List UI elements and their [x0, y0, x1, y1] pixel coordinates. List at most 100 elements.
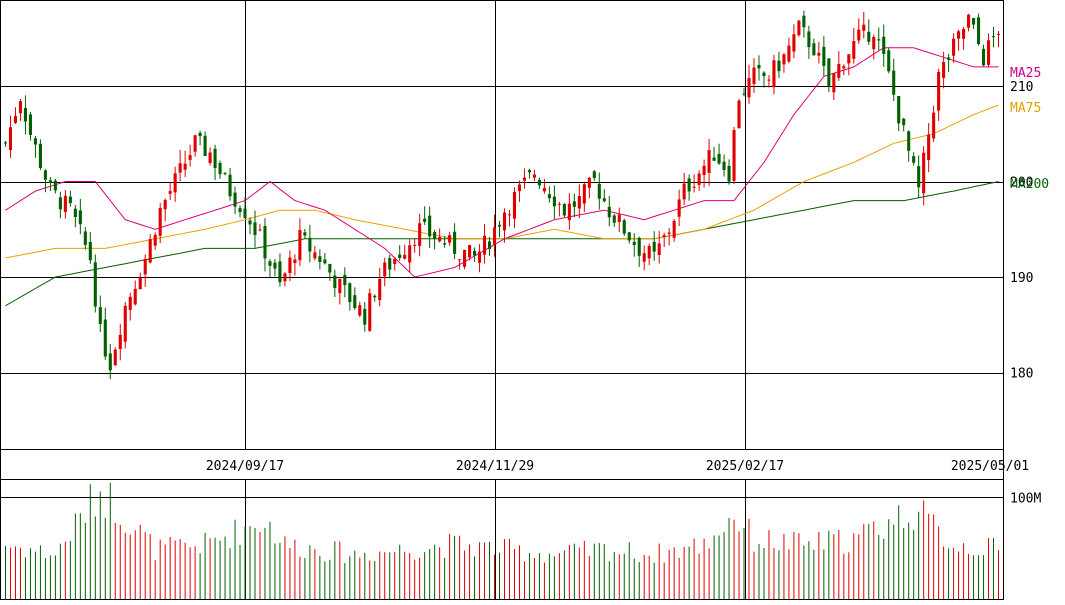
candle-body	[672, 220, 676, 238]
candle-body	[976, 17, 981, 45]
candle-body	[183, 163, 187, 170]
candle-body	[577, 195, 581, 209]
candle-body	[363, 308, 367, 325]
candle-body	[887, 50, 891, 72]
candle-body	[622, 220, 626, 234]
candle-body	[957, 31, 961, 39]
candle-body	[642, 253, 646, 262]
candle-body	[612, 215, 616, 223]
candle-body	[278, 261, 282, 283]
candle-body	[512, 191, 517, 219]
candle-body	[517, 184, 522, 192]
candle-body	[3, 142, 8, 144]
candle-body	[747, 78, 751, 98]
candle-body	[103, 319, 107, 357]
candle-body	[942, 62, 946, 78]
candle-body	[453, 231, 457, 254]
candle-body	[68, 196, 72, 204]
candle-body	[83, 231, 87, 245]
candle-body	[777, 60, 781, 72]
candle-body	[772, 60, 776, 88]
candle-body	[797, 20, 801, 36]
candle-body	[647, 245, 651, 259]
date-tick-label: 2025/05/01	[951, 459, 1029, 474]
candle-body	[323, 259, 327, 264]
candle-body	[937, 71, 941, 111]
candle-body	[567, 203, 571, 221]
legend-ma75: MA75	[1010, 101, 1041, 116]
candle-body	[892, 70, 896, 95]
candle-body	[58, 197, 62, 210]
candle-body	[348, 283, 352, 303]
candle-body	[662, 235, 666, 237]
legend-ma25: MA25	[1010, 66, 1041, 81]
candle-body	[617, 214, 621, 222]
candle-body	[193, 135, 197, 152]
candle-body	[243, 208, 247, 219]
candle-body	[707, 150, 711, 173]
candle-body	[932, 112, 936, 139]
candle-body	[732, 130, 736, 181]
candle-body	[822, 46, 826, 66]
candle-body	[867, 31, 871, 42]
candle-body	[537, 179, 541, 186]
candle-body	[473, 250, 477, 256]
candle-body	[368, 293, 372, 331]
candle-body	[572, 201, 576, 207]
candle-body	[882, 36, 886, 55]
candle-body	[428, 215, 432, 237]
candle-body	[897, 95, 901, 124]
candle-body	[163, 200, 167, 210]
ma75-line	[5, 104, 999, 259]
candle-body	[902, 118, 906, 126]
candle-body	[842, 66, 846, 69]
candle-body	[43, 170, 47, 180]
candle-body	[108, 353, 112, 371]
candle-body	[298, 229, 302, 261]
candle-body	[837, 64, 841, 78]
candle-body	[408, 245, 412, 263]
candle-body	[827, 58, 831, 86]
candle-body	[138, 278, 142, 290]
candle-body	[917, 166, 921, 188]
candle-body	[812, 43, 816, 56]
candle-body	[8, 127, 13, 150]
candle-body	[53, 180, 57, 191]
candle-body	[477, 251, 482, 263]
candle-body	[792, 34, 796, 52]
candle-body	[203, 135, 207, 156]
candle-body	[293, 259, 297, 264]
candle-body	[877, 39, 881, 41]
candle-body	[752, 67, 756, 84]
candle-body	[702, 165, 706, 175]
candle-body	[383, 262, 387, 277]
volume-series	[4, 482, 1000, 599]
candle-body	[507, 214, 512, 216]
candle-body	[288, 257, 292, 274]
candle-body	[607, 206, 611, 218]
candle-body	[802, 15, 806, 28]
candle-body	[652, 241, 656, 252]
volume-tick-label: 100M	[1010, 491, 1041, 506]
candle-body	[188, 155, 192, 160]
candle-body	[13, 115, 18, 123]
candle-body	[63, 195, 67, 212]
price-tick-label: 190	[1010, 271, 1033, 286]
candle-body	[597, 183, 601, 199]
candle-body	[852, 41, 856, 59]
candle-body	[907, 131, 911, 151]
candle-body	[682, 183, 686, 200]
candle-body	[228, 174, 232, 197]
candle-body	[213, 148, 217, 169]
candle-body	[313, 252, 317, 259]
candle-body	[557, 203, 561, 205]
candle-body	[717, 153, 721, 164]
candle-body	[986, 40, 991, 65]
candlestick-series	[3, 10, 1001, 380]
candle-body	[991, 36, 996, 38]
candle-body	[996, 33, 1001, 35]
legend-ma200: MA200	[1010, 177, 1049, 192]
candle-body	[423, 218, 427, 222]
candle-body	[283, 273, 287, 282]
